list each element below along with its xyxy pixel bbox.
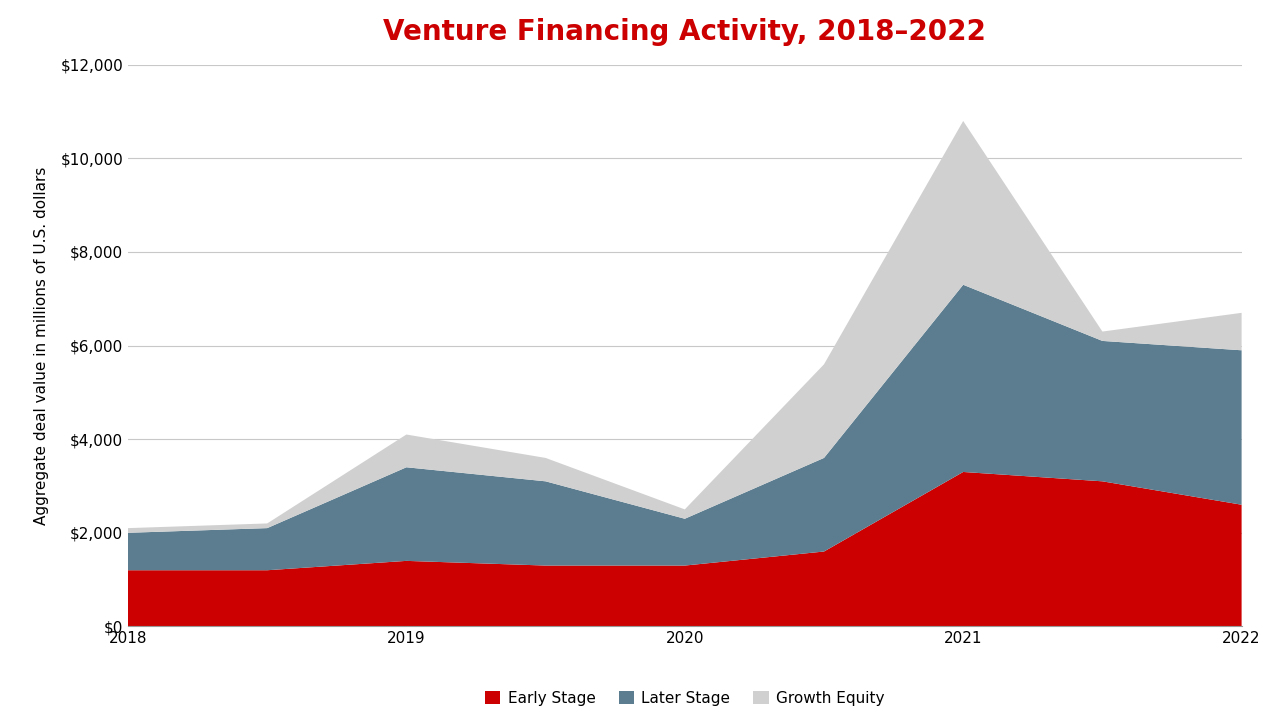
Legend: Early Stage, Later Stage, Growth Equity: Early Stage, Later Stage, Growth Equity <box>479 685 891 712</box>
Title: Venture Financing Activity, 2018–2022: Venture Financing Activity, 2018–2022 <box>384 18 986 46</box>
Y-axis label: Aggregate deal value in millions of U.S. dollars: Aggregate deal value in millions of U.S.… <box>35 166 49 525</box>
